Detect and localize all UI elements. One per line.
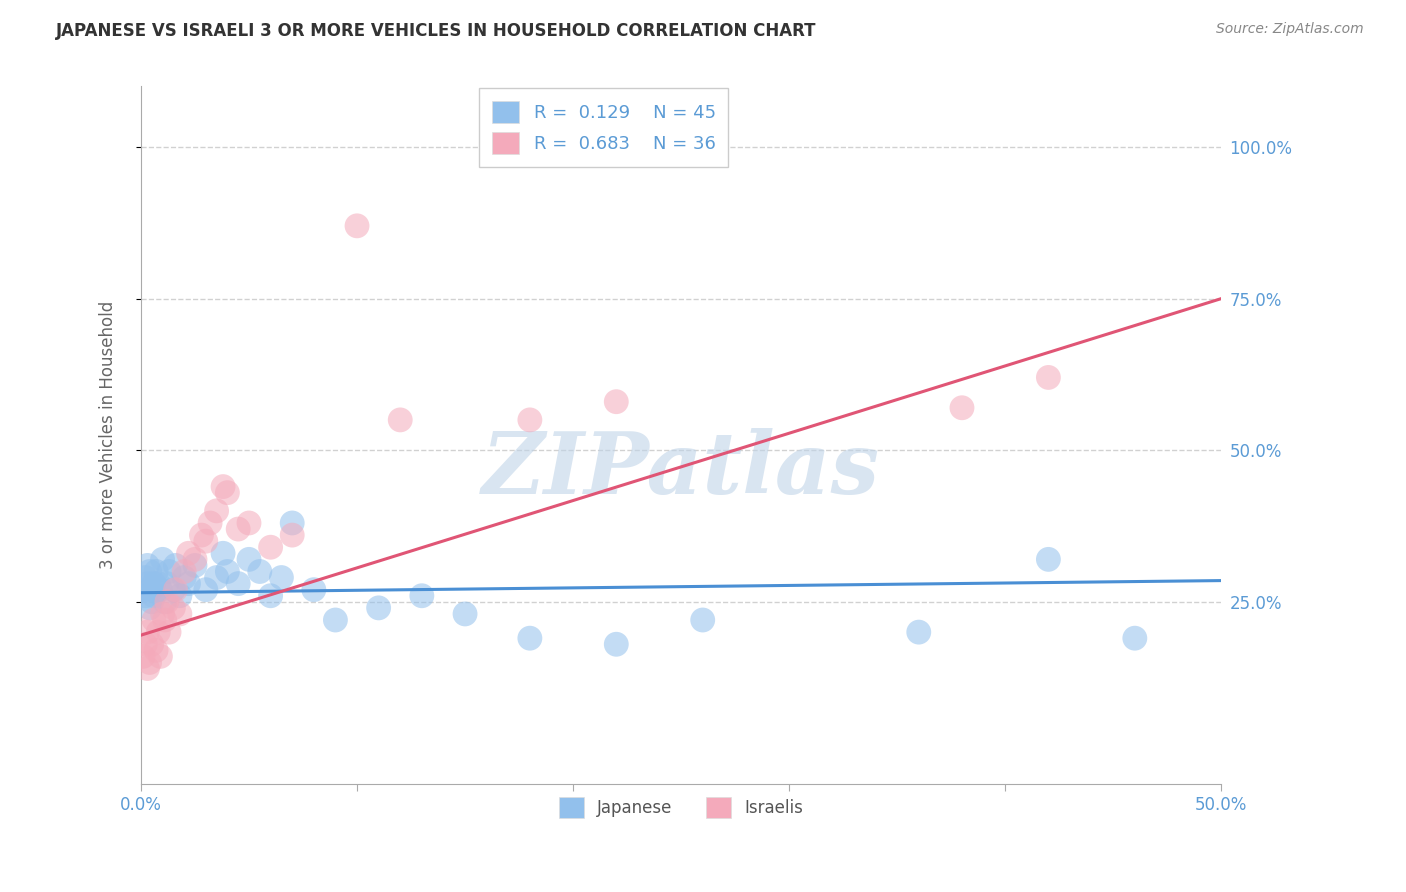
Point	[907, 625, 929, 640]
Point	[194, 582, 217, 597]
Point	[152, 552, 174, 566]
Point	[141, 637, 163, 651]
Point	[519, 413, 541, 427]
Point	[226, 522, 249, 536]
Point	[157, 625, 180, 640]
Point	[177, 546, 200, 560]
Point	[605, 637, 627, 651]
Text: JAPANESE VS ISRAELI 3 OR MORE VEHICLES IN HOUSEHOLD CORRELATION CHART: JAPANESE VS ISRAELI 3 OR MORE VEHICLES I…	[56, 22, 817, 40]
Point	[270, 570, 292, 584]
Point	[169, 607, 191, 621]
Point	[411, 589, 433, 603]
Point	[173, 570, 195, 584]
Point	[157, 565, 180, 579]
Point	[454, 607, 477, 621]
Point	[148, 625, 170, 640]
Point	[153, 613, 176, 627]
Legend: Japanese, Israelis: Japanese, Israelis	[553, 790, 810, 824]
Point	[184, 558, 207, 573]
Point	[142, 589, 165, 603]
Point	[136, 661, 159, 675]
Point	[190, 528, 212, 542]
Point	[156, 595, 179, 609]
Point	[281, 516, 304, 530]
Point	[136, 576, 159, 591]
Point	[367, 600, 389, 615]
Point	[346, 219, 368, 233]
Point	[249, 565, 271, 579]
Text: ZIPatlas: ZIPatlas	[482, 428, 880, 512]
Point	[142, 613, 165, 627]
Point	[149, 649, 172, 664]
Point	[281, 528, 304, 542]
Point	[169, 589, 191, 603]
Point	[134, 589, 156, 603]
Point	[134, 637, 156, 651]
Point	[217, 485, 239, 500]
Point	[217, 565, 239, 579]
Point	[212, 480, 235, 494]
Point	[238, 516, 260, 530]
Point	[519, 631, 541, 645]
Point	[162, 600, 184, 615]
Point	[152, 607, 174, 621]
Point	[238, 552, 260, 566]
Point	[302, 582, 325, 597]
Point	[198, 516, 221, 530]
Point	[259, 589, 281, 603]
Point	[226, 576, 249, 591]
Point	[148, 576, 170, 591]
Point	[205, 504, 228, 518]
Point	[177, 576, 200, 591]
Point	[142, 576, 165, 591]
Point	[389, 413, 412, 427]
Point	[134, 570, 156, 584]
Point	[138, 600, 160, 615]
Point	[145, 565, 167, 579]
Point	[212, 546, 235, 560]
Point	[1038, 552, 1060, 566]
Point	[145, 643, 167, 657]
Y-axis label: 3 or more Vehicles in Household: 3 or more Vehicles in Household	[100, 301, 117, 569]
Point	[184, 552, 207, 566]
Point	[162, 582, 184, 597]
Text: Source: ZipAtlas.com: Source: ZipAtlas.com	[1216, 22, 1364, 37]
Point	[194, 534, 217, 549]
Point	[325, 613, 347, 627]
Point	[136, 558, 159, 573]
Point	[141, 582, 163, 597]
Point	[138, 656, 160, 670]
Point	[950, 401, 973, 415]
Point	[165, 582, 187, 597]
Point	[132, 582, 155, 597]
Point	[141, 595, 163, 609]
Point	[173, 565, 195, 579]
Point	[605, 394, 627, 409]
Point	[1123, 631, 1146, 645]
Point	[259, 540, 281, 554]
Point	[692, 613, 714, 627]
Point	[136, 625, 159, 640]
Point	[156, 576, 179, 591]
Point	[153, 595, 176, 609]
Point	[132, 649, 155, 664]
Point	[138, 565, 160, 579]
Point	[205, 570, 228, 584]
Point	[149, 582, 172, 597]
Point	[1038, 370, 1060, 384]
Point	[165, 558, 187, 573]
